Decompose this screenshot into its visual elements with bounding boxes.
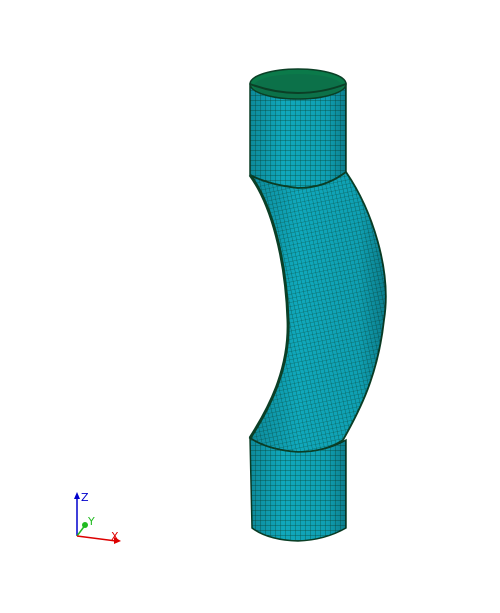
top-cylinder-section xyxy=(249,83,347,189)
x-axis-label: X xyxy=(111,530,119,543)
bottom-cylinder-section xyxy=(249,436,347,542)
y-axis-label: Y xyxy=(87,515,95,528)
z-axis-arrow-icon xyxy=(74,492,80,499)
curved-pipe-section xyxy=(248,170,387,453)
meshed-bent-pipe[interactable] xyxy=(248,68,387,542)
top-end-cap xyxy=(249,68,347,100)
y-axis-arrow-icon xyxy=(82,522,88,528)
z-axis-label: Z xyxy=(81,491,89,504)
x-axis-arrow-icon xyxy=(114,537,121,544)
coordinate-triad: Z Y X xyxy=(74,491,121,544)
